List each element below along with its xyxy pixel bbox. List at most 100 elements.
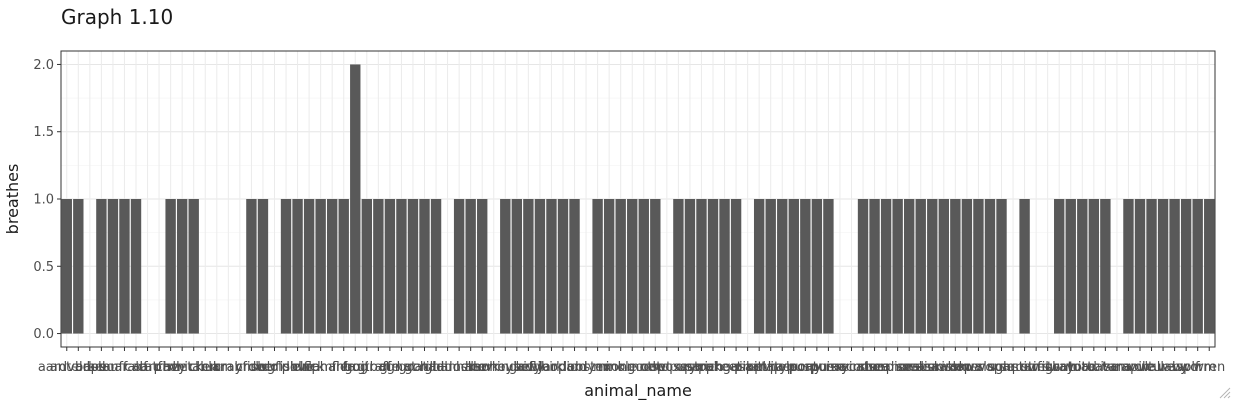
x-tick-label: skua [952,360,982,375]
x-tick-label: lobster [564,360,610,375]
x-tick-label: seawasp [916,360,972,375]
bar-goat [407,199,419,334]
x-tick-label: frog [342,360,368,375]
x-tick-label: kiwi [516,360,541,375]
x-tick-label: hamster [432,360,487,375]
chart-title: Graph 1.10 [61,5,174,29]
bar-swan [1054,199,1065,334]
y-tick-label: 1.5 [33,125,54,140]
x-tick-label: buffalo [102,360,147,375]
x-tick-label: cavy [155,360,186,375]
x-tick-label: vulture [1129,360,1175,375]
bar-fruitbat [361,199,373,334]
x-tick-label: hare [456,360,485,375]
x-tick-label: newt [639,360,671,375]
x-tick-label: flamingo [304,360,361,375]
x-tick-label: ostrich [679,360,723,375]
bar-slowworm [973,199,984,334]
x-tick-label: elephant [292,360,349,375]
bar-elephant [315,199,326,334]
x-tick-label: mole [605,360,637,375]
x-tick-label: sealion [898,360,944,375]
x-tick-label: seahorse [868,360,927,375]
bar-flamingo [326,199,338,334]
bar-cheetah [176,199,188,334]
x-axis: aardvarkantelopebassbearboarbuffalocalfc… [38,347,1225,375]
x-tick-label: herring [470,360,517,375]
x-tick-label: bass [75,360,105,375]
x-tick-label: porpoise [789,360,845,375]
x-tick-label: piranha [734,360,784,375]
x-tick-label: rhea [860,360,889,375]
bar-aardvark [61,199,72,334]
bar-vole [1134,199,1146,334]
x-tick-label: starfish [1012,360,1060,375]
x-tick-label: chub [189,360,221,375]
bar-wallaby [1157,199,1169,334]
bar-hawk [477,199,488,334]
x-tick-label: swan [1042,360,1076,375]
x-tick-label: giraffe [357,360,399,375]
bar-housefly [511,199,523,334]
bar-puma [823,199,834,334]
x-tick-label: haddock [420,360,476,375]
x-tick-label: raccoon [826,360,878,375]
bar-gorilla [419,199,430,334]
x-axis-title: animal_name [584,381,692,401]
bar-gull [430,199,442,334]
bar-piranha [753,199,765,334]
bar-pony [800,199,811,334]
x-tick-label: dolphin [262,360,310,375]
x-tick-label: wallaby [1138,360,1188,375]
x-tick-label: parakeet [684,360,742,375]
bar-flea [338,199,349,334]
x-tick-label: polecat [770,360,818,375]
bar-ostrich [696,199,707,334]
bars-layer [61,64,1215,334]
bar-wolf [1180,199,1192,334]
x-tick-label: wolf [1173,360,1200,375]
bar-deer [257,199,269,334]
bar-hamster [453,199,465,334]
x-tick-label: goat [398,360,427,375]
x-tick-label: bear [87,360,117,375]
bar-pitviper [765,199,776,334]
bar-tortoise [1088,199,1100,334]
x-tick-label: tuatara [1082,360,1130,375]
bar-girl [384,199,396,334]
bar-sole [996,199,1007,334]
x-tick-label: aardvark [38,360,96,375]
bar-seahorse [892,199,903,334]
bar-squirrel [1019,199,1030,334]
x-tick-label: leopard [538,360,587,375]
bar-leopard [557,199,569,334]
bar-tuatara [1100,199,1111,334]
x-tick-label: opossum [649,360,708,375]
bar-sealion [915,199,926,334]
x-tick-label: moth [627,360,661,375]
bar-slug [984,199,996,334]
x-tick-label: housefly [489,360,544,375]
y-axis-title: breathes [3,164,22,235]
bar-ladybird [534,199,546,334]
bar-parakeet [707,199,719,334]
x-tick-label: toad [1068,360,1097,375]
x-tick-label: clam [201,360,232,375]
bar-seal [903,199,915,334]
x-tick-label: deer [248,360,278,375]
x-tick-label: seal [896,360,922,375]
bar-worm [1192,199,1203,334]
bar-toad [1077,199,1088,334]
bar-reindeer [857,199,869,334]
x-tick-label: flea [332,360,356,375]
x-tick-label: octopus [641,360,693,375]
x-tick-label: skimmer [927,360,984,375]
bar-polecat [788,199,799,334]
resize-grip-icon[interactable] [1217,385,1231,399]
bar-gnat [396,199,407,334]
x-tick-label: gorilla [404,360,444,375]
x-tick-label: sole [988,360,1014,375]
x-tick-label: pussycat [811,360,869,375]
bar-boar [107,199,119,334]
